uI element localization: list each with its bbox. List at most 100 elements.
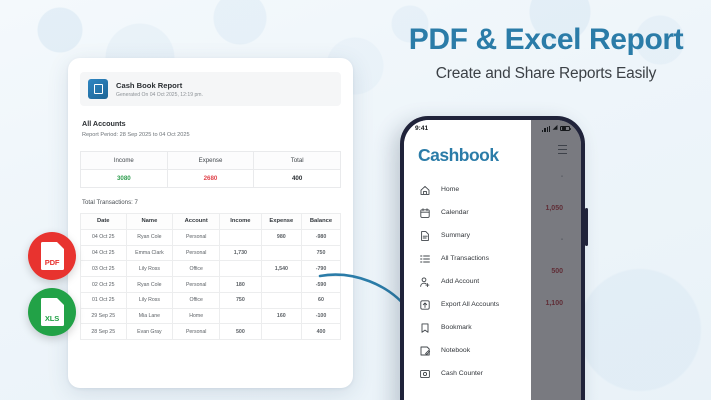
cell-account: Personal [172,323,221,341]
summary-col-total: Total [253,151,341,170]
bookmark-icon [419,322,431,334]
total-transactions-label: Total Transactions: 7 [82,199,138,206]
table-row: 02 Oct 25 Ryan Cole Personal 180 -590 [80,276,342,293]
drawer-item-label: Cash Counter [441,370,483,377]
pdf-badge-label: PDF [44,257,60,267]
summary-value-row: 3080 2680 400 [80,169,341,188]
report-title: Cash Book Report [116,80,183,90]
report-header: Cash Book Report Generated On 04 Oct 202… [80,72,341,106]
drawer-item-export-all-accounts[interactable]: Export All Accounts [404,293,531,316]
cell-income [219,260,262,278]
cell-balance: 750 [300,244,342,262]
status-bar-time: 9:41 [415,125,429,132]
table-header-row: Date Name Account Income Expense Balance [80,213,342,230]
summary-value-expense: 2680 [166,169,255,188]
cell-income: 500 [219,323,262,341]
phone-side-button[interactable] [584,208,588,246]
cell-account: Personal [172,276,221,293]
drawer-item-label: Calendar [441,209,469,216]
summary-col-income: Income [80,151,168,170]
cell-date: 28 Sep 25 [80,323,127,341]
report-account-scope: All Accounts [82,119,126,128]
report-period-label: Report Period: [82,132,119,138]
drawer-item-all-transactions[interactable]: All Transactions [404,247,531,270]
cell-date: 04 Oct 25 [80,228,127,246]
cell-date: 03 Oct 25 [80,260,127,278]
summary-col-expense: Expense [166,151,255,170]
pdf-file-icon: PDF [28,232,76,280]
drawer-item-label: Notebook [441,347,471,354]
calendar-icon [419,207,431,219]
cell-expense: 1,540 [260,260,302,278]
cell-expense [260,323,302,341]
drawer-item-label: Bookmark [441,324,472,331]
cell-date: 29 Sep 25 [80,307,127,325]
cell-name: Lily Ross [125,291,174,309]
status-bar: 9:41 ◢ [404,120,581,137]
drawer-item-notebook[interactable]: Notebook [404,339,531,362]
cell-expense [260,276,302,293]
cell-expense: 160 [260,307,302,325]
table-column-account: Account [172,213,221,230]
home-icon [419,184,431,196]
summary-value-total: 400 [253,169,341,188]
drawer-scrim[interactable] [531,120,581,400]
signal-bars-icon [542,125,550,132]
drawer-item-cash-counter[interactable]: Cash Counter [404,362,531,385]
table-row: 04 Oct 25 Ryan Cole Personal 980 -980 [80,228,342,246]
cell-account: Personal [172,228,221,246]
cell-account: Office [172,260,221,278]
xls-badge-label: XLS [44,313,60,323]
cell-income [219,307,262,325]
navigation-drawer: Cashbook Home Calendar Summary All Trans… [404,120,531,400]
report-period: Report Period: 28 Sep 2025 to 04 Oct 202… [82,132,341,138]
phone-screen: 9:41 ◢ - 1,050 - 500 1,100 Cashbook [404,120,581,400]
cell-name: Ryan Cole [125,276,174,293]
summary-value-income: 3080 [80,169,168,188]
cell-balance: 400 [300,323,342,341]
drawer-item-calendar[interactable]: Calendar [404,201,531,224]
cell-expense: 980 [260,228,302,246]
drawer-item-label: All Transactions [441,255,489,262]
drawer-item-home[interactable]: Home [404,178,531,201]
table-column-name: Name [125,213,174,230]
add-user-icon [419,276,431,288]
table-column-balance: Balance [300,213,342,230]
document-report-icon [88,79,108,99]
cell-income: 1,730 [219,244,262,262]
cell-date: 04 Oct 25 [80,244,127,262]
cell-income: 180 [219,276,262,293]
drawer-item-add-account[interactable]: Add Account [404,270,531,293]
table-row: 04 Oct 25 Emma Clark Personal 1,730 750 [80,244,342,262]
page-title: PDF & Excel Report [408,23,684,56]
app-title: Cashbook [418,145,499,165]
headline-block: PDF & Excel Report Create and Share Repo… [390,24,702,83]
cell-expense [260,291,302,309]
summary-header-row: Income Expense Total [80,151,341,170]
cell-account: Personal [172,244,221,262]
phone-mockup: 9:41 ◢ - 1,050 - 500 1,100 Cashbook [400,116,588,400]
drawer-item-label: Add Account [441,278,480,285]
notebook-icon [419,345,431,357]
summary-table: Income Expense Total 3080 2680 400 [80,151,341,188]
table-row: 29 Sep 25 Mia Lane Home 160 -100 [80,307,342,325]
cell-account: Home [172,307,221,325]
cell-name: Emma Clark [125,244,174,262]
drawer-item-bookmark[interactable]: Bookmark [404,316,531,339]
cell-expense [260,244,302,262]
cell-balance: -980 [300,228,342,246]
cell-income [219,228,262,246]
wifi-icon: ◢ [552,124,558,132]
cell-date: 01 Oct 25 [80,291,127,309]
table-column-income: Income [219,213,262,230]
drawer-item-summary[interactable]: Summary [404,224,531,247]
report-period-value: 28 Sep 2025 to 04 Oct 2025 [119,132,190,138]
table-row: 01 Oct 25 Lily Ross Office 750 60 [80,291,342,309]
cash-counter-icon [419,368,431,380]
cell-account: Office [172,291,221,309]
cell-name: Lily Ross [125,260,174,278]
transactions-table: Date Name Account Income Expense Balance 04 O… [80,213,342,341]
page-subtitle: Create and Share Reports Easily [435,64,657,82]
cell-date: 02 Oct 25 [80,276,127,293]
drawer-item-label: Export All Accounts [441,301,500,308]
